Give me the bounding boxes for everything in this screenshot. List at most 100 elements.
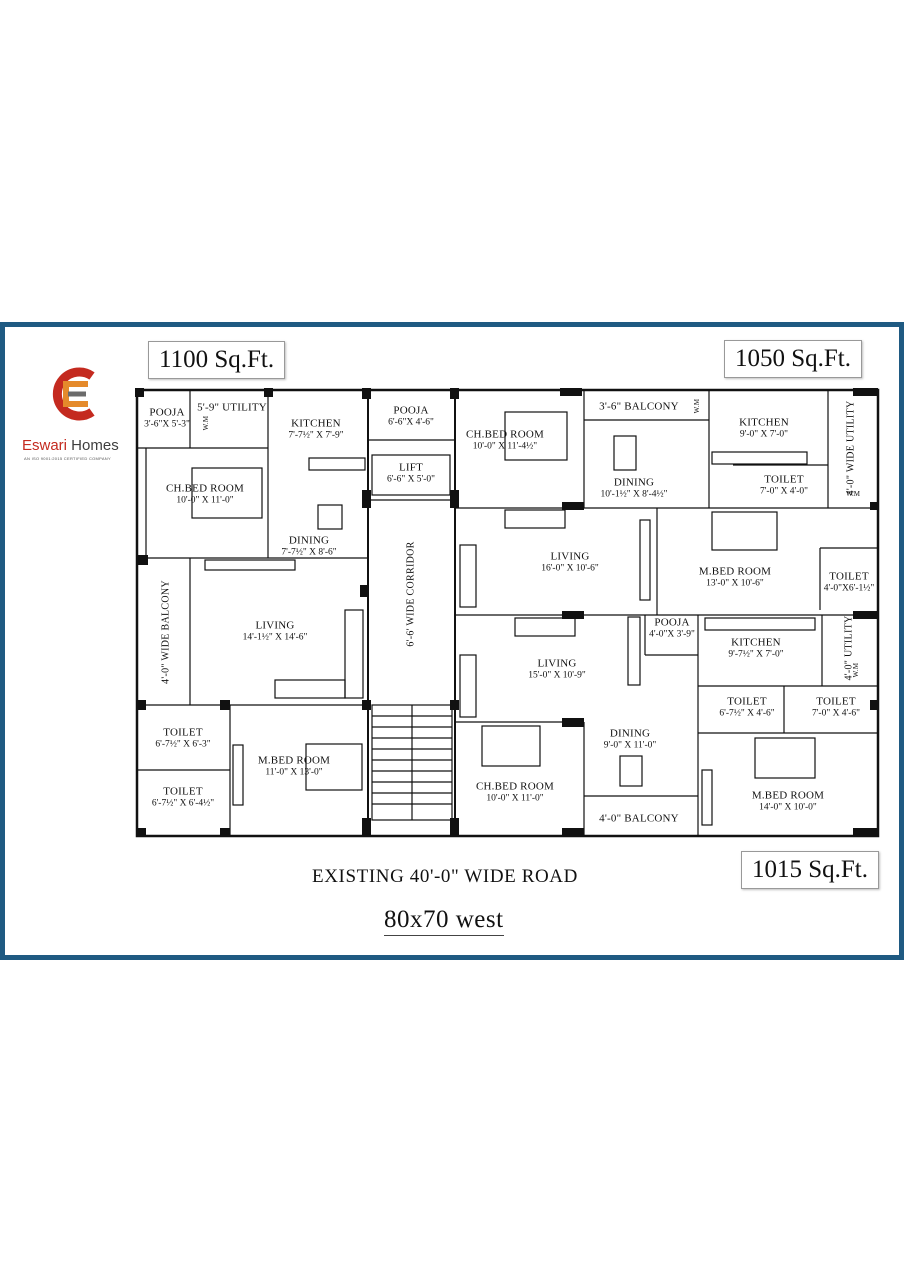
room-pooja-3: POOJA 4'-0"X 3'-9" (649, 617, 695, 642)
wm-label: W.M (693, 398, 701, 414)
eswari-logo-icon (52, 367, 95, 421)
area-badge-right-bottom: 1015 Sq.Ft. (741, 851, 880, 889)
room-toilet-2: TOILET 6'-7½" X 6'-4½" (152, 786, 214, 811)
room-toilet-1: TOILET 6'-7½" X 6'-3" (155, 727, 210, 752)
room-name: 4'-0" BALCONY (599, 812, 679, 825)
partition (627, 616, 641, 686)
kitchen-counter (711, 451, 808, 465)
room-dim: 7'-7½" X 8'-6" (281, 547, 337, 558)
room-toilet-5: TOILET 6'-7½" X 4'-6" (719, 696, 774, 721)
room-chbed-1: CH.BED ROOM 10'-0" X 11'-0" (166, 483, 244, 508)
kitchen-counter (704, 617, 816, 631)
room-living-1: LIVING 14'-1½" X 14'-6" (243, 620, 308, 645)
room-utility-2: 4'-0" WIDE UTILITY (845, 400, 857, 496)
room-balcony-3: 4'-0" BALCONY (599, 812, 679, 825)
stair-treads (372, 715, 452, 805)
room-dim: 14'-0" X 10'-0" (759, 802, 817, 813)
room-toilet-4: TOILET 4'-0"X6'-1½" (824, 571, 875, 596)
bed (481, 725, 541, 767)
wardrobe (701, 769, 713, 826)
room-name: LIVING (550, 550, 590, 563)
room-dining-1: DINING 7'-7½" X 8'-6" (281, 535, 336, 560)
room-dim: 6'-7½" X 6'-3" (155, 739, 211, 750)
outer-wall (135, 388, 880, 838)
brand-name-part1: Eswari (22, 437, 68, 454)
room-utility-1: 5'-9" UTILITY (197, 401, 267, 414)
sofa (459, 544, 477, 608)
sofa (274, 679, 346, 699)
room-name: LIFT (398, 461, 424, 474)
columns (135, 388, 879, 837)
bed (711, 511, 778, 551)
room-toilet-6: TOILET 7'-0" X 4'-6" (812, 696, 860, 721)
room-dim: 15'-0" X 10'-9" (528, 670, 586, 681)
room-dining-3: DINING 9'-0" X 11'-0" (604, 728, 657, 753)
room-corridor: 6'-6' WIDE CORRIDOR (405, 541, 417, 647)
room-mbed-3: M.BED ROOM 14'-0" X 10'-0" (752, 790, 824, 815)
room-chbed-2: CH.BED ROOM 10'-0" X 11'-4½" (466, 429, 544, 454)
room-name: 3'-6" BALCONY (599, 400, 679, 413)
lift-shaft (371, 454, 451, 496)
room-name: CH.BED ROOM (476, 780, 554, 793)
room-dim: 4'-0"X 3'-9" (649, 629, 695, 640)
kitchen-counter (308, 457, 366, 471)
room-dim: 7'-0" X 4'-0" (759, 486, 809, 497)
room-name: TOILET (727, 695, 767, 708)
bed (191, 467, 263, 519)
room-name: LIVING (255, 619, 295, 632)
dining-table (317, 504, 343, 530)
sofa (344, 609, 364, 699)
room-name: KITCHEN (291, 417, 341, 430)
brand-tagline: AN ISO 9001:2015 CERTIFIED COMPANY (24, 456, 111, 461)
room-living-3: LIVING 15'-0" X 10'-9" (528, 658, 586, 683)
room-name: CH.BED ROOM (466, 428, 544, 441)
dining-table (619, 755, 643, 787)
room-kitchen-2: KITCHEN 9'-0" X 7'-0" (739, 417, 789, 442)
plot-size-label: 80x70 west (384, 906, 504, 936)
room-dim: 16'-0" X 10'-6" (541, 563, 599, 574)
room-name: POOJA (393, 404, 429, 417)
wm-label: W.M (852, 662, 860, 678)
room-pooja-2: POOJA 6'-6"X 4'-6" (388, 405, 434, 430)
room-name: DINING (288, 534, 330, 547)
room-balcony-2: 3'-6" BALCONY (599, 400, 679, 413)
room-mbed-2: M.BED ROOM 13'-0" X 10'-6" (699, 566, 771, 591)
room-dim: 10'-0" X 11'-0" (486, 793, 544, 804)
room-dim: 6'-7½" X 6'-4½" (151, 798, 215, 809)
dining-table (613, 435, 637, 471)
wm-label: W.M (846, 489, 860, 498)
room-dining-2: DINING 10'-1½" X 8'-4½" (600, 477, 667, 502)
room-kitchen-3: KITCHEN 9'-7½" X 7'-0" (728, 637, 783, 662)
room-dim: 6'-6"X 4'-6" (388, 417, 434, 428)
room-name: KITCHEN (739, 416, 789, 429)
room-chbed-3: CH.BED ROOM 10'-0" X 11'-0" (476, 781, 554, 806)
bed (305, 743, 363, 791)
room-name: TOILET (163, 785, 203, 798)
room-name: M.BED ROOM (698, 565, 772, 578)
area-badge-right-top: 1050 Sq.Ft. (724, 340, 863, 378)
road-label: EXISTING 40'-0" WIDE ROAD (312, 866, 578, 887)
room-dim: 13'-0" X 10'-6" (706, 578, 764, 589)
room-name: DINING (609, 727, 651, 740)
room-name: TOILET (764, 473, 804, 486)
room-mbed-1: M.BED ROOM 11'-0" X 13'-0" (258, 755, 330, 780)
room-name: 5'-9" UTILITY (197, 401, 267, 414)
area-badge-left: 1100 Sq.Ft. (148, 341, 286, 379)
kitchen-counter (204, 559, 296, 571)
room-dim: 11'-0" X 13'-0" (265, 767, 323, 778)
room-name: KITCHEN (731, 636, 781, 649)
room-dim: 4'-0"X6'-1½" (823, 583, 875, 594)
room-pooja-1: POOJA 3'-6"X 5'-3" (144, 407, 190, 432)
room-lift: LIFT 6'-6" X 5'-0" (387, 462, 435, 487)
room-name: POOJA (654, 616, 690, 629)
room-dim: 10'-0" X 11'-0" (176, 495, 234, 506)
room-dim: 7'-0" X 4'-6" (811, 708, 861, 719)
room-dim: 3'-6"X 5'-3" (144, 419, 190, 430)
room-name: M.BED ROOM (257, 754, 331, 767)
room-name: LIVING (537, 657, 577, 670)
bed (754, 737, 816, 779)
room-kitchen-1: KITCHEN 7'-7½" X 7'-9" (288, 418, 343, 443)
room-name: POOJA (149, 406, 185, 419)
room-dim: 10'-1½" X 8'-4½" (600, 489, 668, 500)
room-dim: 9'-0" X 11'-0" (603, 740, 657, 751)
